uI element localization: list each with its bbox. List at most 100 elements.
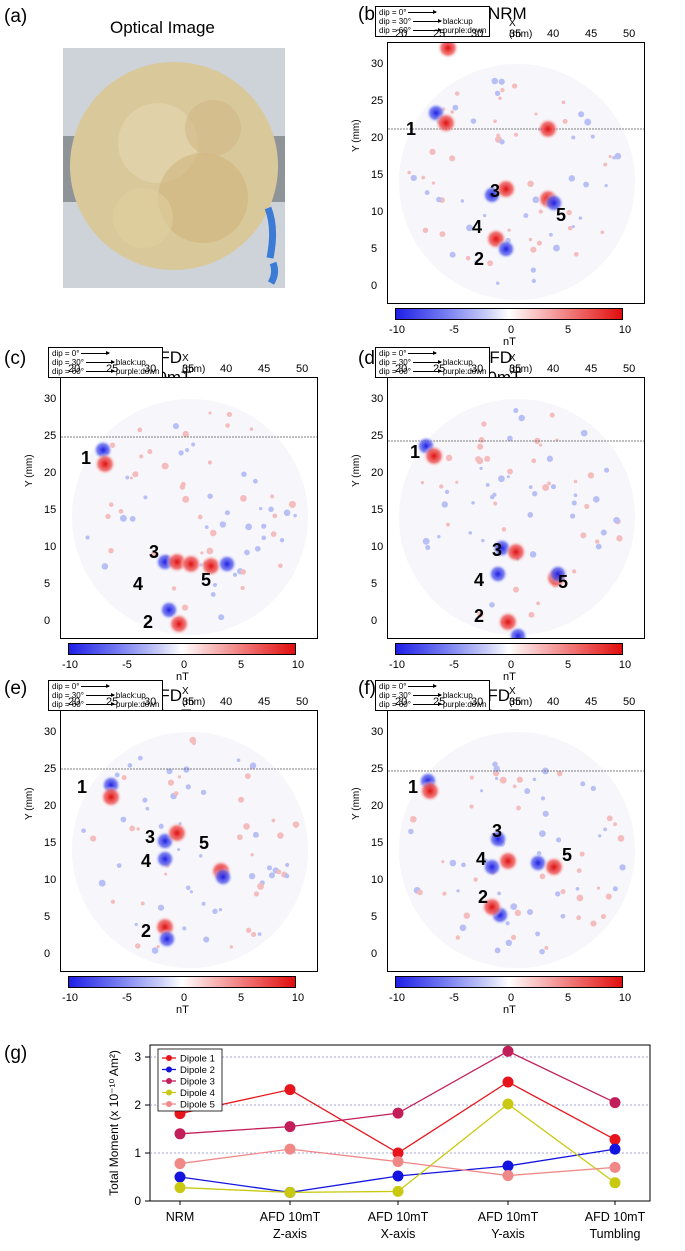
speckle bbox=[606, 815, 613, 822]
dip-legend: dip = 0° dip = 30° black:up dip = 60° purple… bbox=[48, 680, 164, 711]
y-tick-label: 0 bbox=[371, 280, 378, 292]
speckle bbox=[539, 873, 546, 880]
colorbar bbox=[68, 976, 296, 988]
colorbar bbox=[395, 976, 623, 988]
speckle bbox=[270, 531, 277, 537]
negative-anomaly bbox=[482, 857, 502, 877]
speckle bbox=[408, 828, 414, 835]
dip-legend-row: dip = 30° black:up bbox=[379, 691, 486, 700]
colorbar-tick-label: 5 bbox=[564, 992, 572, 1004]
dipole-label: 2 bbox=[474, 249, 484, 269]
dipole-label: 3 bbox=[490, 181, 500, 201]
y-axis-label: Y (mm) bbox=[351, 119, 362, 152]
speckle bbox=[259, 506, 263, 511]
speckle bbox=[201, 901, 206, 906]
x-tick-label: 35 bbox=[182, 696, 195, 708]
dip-legend: dip = 0° dip = 30° black:up dip = 60° purple… bbox=[375, 347, 491, 378]
colorbar-tick-label: -5 bbox=[449, 659, 459, 671]
dipole-label: 1 bbox=[406, 119, 416, 139]
panel-a-title: Optical Image bbox=[110, 18, 215, 37]
speckle bbox=[494, 947, 501, 954]
speckle bbox=[142, 797, 148, 803]
dip-value: dip = 0° bbox=[52, 349, 80, 358]
dipole-label: 2 bbox=[143, 612, 153, 632]
y-tick-label: 30 bbox=[371, 58, 384, 70]
x-tick-label: 30 bbox=[144, 363, 157, 375]
x-tick-label: 45 bbox=[258, 696, 271, 708]
speckle bbox=[477, 611, 484, 618]
speckle bbox=[590, 785, 597, 792]
speckle bbox=[445, 454, 453, 462]
arrow-icon bbox=[408, 10, 438, 15]
negative-anomaly bbox=[548, 564, 568, 584]
x-tick-label: 25 bbox=[433, 28, 446, 40]
x-tick-label: 40 bbox=[547, 363, 560, 375]
speckle bbox=[566, 209, 572, 216]
y-tick-label: 20 bbox=[44, 800, 57, 812]
colorbar-tick-label: -10 bbox=[62, 659, 78, 671]
dip-value: dip = 60° bbox=[52, 700, 84, 709]
speckle bbox=[108, 547, 114, 554]
colorbar-unit: nT bbox=[176, 1004, 189, 1016]
colorbar-tick-label: 10 bbox=[618, 992, 632, 1004]
speckle bbox=[573, 251, 579, 257]
x-tick-label: X-axis bbox=[381, 1227, 416, 1241]
speckle bbox=[561, 100, 566, 105]
speckle bbox=[613, 822, 618, 827]
dip-value: dip = 0° bbox=[379, 682, 407, 691]
speckle bbox=[425, 545, 431, 551]
speckle bbox=[481, 421, 487, 427]
speckle bbox=[466, 224, 473, 232]
dipole-label: 2 bbox=[141, 921, 151, 941]
speckle bbox=[499, 776, 507, 784]
speckle bbox=[461, 862, 466, 868]
speckle bbox=[531, 458, 537, 464]
data-point bbox=[284, 1186, 296, 1198]
speckle bbox=[452, 104, 459, 111]
x-tick-label: 25 bbox=[106, 696, 119, 708]
speckle bbox=[241, 471, 247, 477]
dip-legend: dip = 0° dip = 30° black:up dip = 60° purple… bbox=[48, 347, 164, 378]
data-point bbox=[392, 1156, 404, 1168]
speckle bbox=[513, 407, 519, 414]
colorbar-unit: nT bbox=[503, 1004, 516, 1016]
speckle bbox=[616, 535, 623, 542]
speckle bbox=[261, 523, 267, 529]
x-axis-label: X (mm) bbox=[509, 686, 533, 708]
speckle bbox=[465, 255, 471, 261]
data-point bbox=[284, 1084, 296, 1096]
data-point bbox=[284, 1143, 296, 1155]
speckle bbox=[125, 475, 130, 480]
speckle bbox=[129, 476, 133, 480]
speckle bbox=[584, 118, 592, 126]
data-point bbox=[609, 1161, 621, 1173]
speckle bbox=[463, 912, 471, 919]
speckle bbox=[539, 948, 545, 955]
speckle bbox=[181, 604, 189, 611]
positive-anomaly bbox=[497, 850, 519, 872]
speckle bbox=[441, 860, 445, 864]
speckle bbox=[156, 945, 160, 949]
speckle bbox=[518, 414, 525, 422]
data-point bbox=[502, 1076, 514, 1088]
speckle bbox=[523, 213, 529, 219]
dip-legend-row: dip = 0° bbox=[52, 349, 159, 358]
speckle bbox=[140, 901, 145, 906]
speckle bbox=[498, 475, 505, 483]
speckle bbox=[539, 830, 546, 838]
negative-anomaly bbox=[488, 829, 508, 849]
speckle bbox=[454, 91, 460, 96]
speckle bbox=[212, 908, 218, 914]
speckle bbox=[261, 535, 267, 541]
data-point bbox=[502, 1098, 514, 1110]
x-tick-label: 25 bbox=[106, 363, 119, 375]
dipole-label: 4 bbox=[472, 217, 482, 237]
speckle bbox=[596, 886, 601, 890]
speckle bbox=[98, 879, 106, 887]
speckle bbox=[90, 835, 97, 842]
speckle bbox=[614, 152, 622, 160]
speckle bbox=[477, 443, 484, 450]
speckle bbox=[177, 848, 181, 852]
sample-area bbox=[72, 732, 308, 968]
dipole-label: 2 bbox=[478, 887, 488, 907]
